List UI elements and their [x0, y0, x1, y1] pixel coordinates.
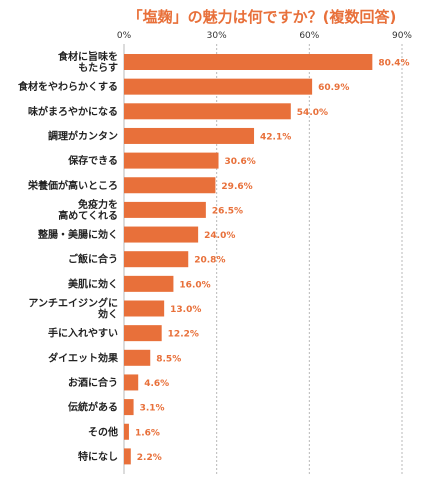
category-label: ダイエット効果 — [48, 351, 119, 364]
bar — [124, 103, 291, 120]
category-label: その他 — [88, 425, 118, 438]
bar — [124, 78, 313, 95]
value-labels: 80.4% 60.9% 54.0% 42.1% 30.6% 29.6% 26.5% 24.0%… — [135, 59, 410, 463]
bar — [124, 251, 189, 268]
value-label: 20.8% — [194, 256, 225, 266]
bar — [124, 349, 151, 366]
value-label: 3.1% — [140, 404, 165, 414]
x-tick-label: 0% — [117, 31, 132, 41]
value-label: 29.6% — [221, 182, 252, 192]
chart-title: 「塩麹」の魅力は何ですか？(複数回答) — [128, 8, 397, 26]
bar — [124, 374, 139, 391]
value-label: 54.0% — [297, 108, 328, 118]
category-label: ご飯に合う — [68, 253, 118, 266]
category-label: 栄養価が高いところ — [27, 179, 118, 192]
bar — [124, 226, 199, 243]
value-label: 42.1% — [260, 132, 291, 142]
bar — [124, 54, 373, 70]
value-label: 13.0% — [170, 305, 201, 315]
value-label: 12.2% — [168, 330, 199, 340]
category-labels: 食材に旨味をもたらす食材をやわらかくする味がまろやかになる調理がカンタン保存でき… — [17, 50, 119, 463]
category-label: 食材をやわらかくする — [17, 80, 118, 93]
bar — [124, 423, 129, 440]
x-tick-label: 60% — [299, 31, 319, 41]
value-label: 8.5% — [156, 354, 181, 364]
category-label: 整腸・美腸に効く — [37, 228, 118, 241]
value-label: 24.0% — [204, 231, 235, 241]
x-axis-ticks: 0% 30% 60% 90% — [117, 31, 413, 41]
value-label: 26.5% — [212, 206, 243, 216]
bar — [124, 275, 174, 292]
category-label: アンチエイジングに効く — [28, 297, 118, 321]
category-label: お酒に合う — [68, 376, 118, 389]
category-label: 伝統がある — [68, 401, 118, 414]
value-label: 16.0% — [179, 280, 210, 290]
category-label: 美肌に効く — [68, 277, 118, 290]
bar — [124, 399, 134, 416]
value-label: 60.9% — [318, 83, 349, 93]
x-tick-label: 30% — [207, 31, 227, 41]
bar — [124, 300, 165, 317]
value-label: 2.2% — [137, 453, 162, 463]
category-label: 調理がカンタン — [48, 129, 118, 142]
bar — [124, 448, 131, 465]
category-label: 手に入れやすい — [48, 327, 118, 340]
category-label: 味がまろやかになる — [28, 105, 118, 118]
bar — [124, 325, 162, 342]
category-label: 食材に旨味をもたらす — [57, 50, 118, 74]
category-label: 免疫力を高めてくれる — [58, 198, 118, 222]
bar — [124, 201, 206, 218]
x-tick-label: 90% — [392, 31, 412, 41]
bar — [124, 177, 216, 194]
category-label: 特になし — [78, 450, 118, 463]
value-label: 4.6% — [144, 379, 169, 389]
value-label: 80.4% — [378, 59, 409, 69]
value-label: 30.6% — [225, 157, 256, 167]
value-label: 1.6% — [135, 428, 160, 438]
bars — [124, 54, 373, 465]
bar — [124, 127, 255, 144]
bar — [124, 152, 219, 169]
category-label: 保存できる — [67, 154, 118, 167]
